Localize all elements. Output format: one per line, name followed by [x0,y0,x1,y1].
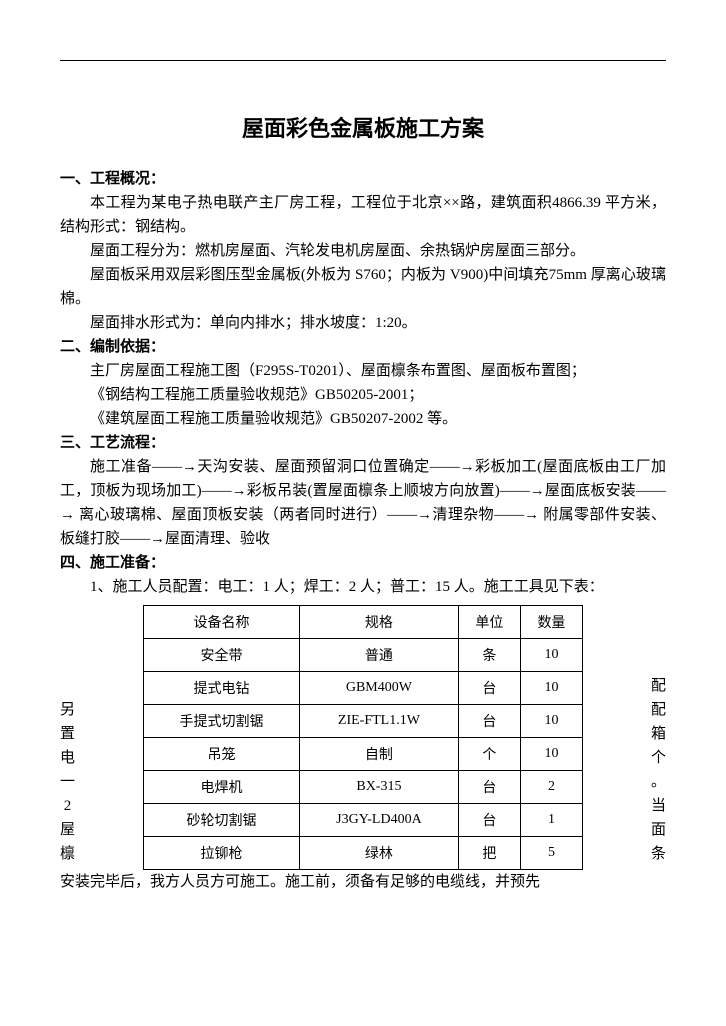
cell: 绿林 [300,837,459,870]
cell: J3GY-LD400A [300,804,459,837]
cell: 台 [458,705,520,738]
cell: 电焊机 [144,771,300,804]
cell: 提式电钻 [144,672,300,705]
col-header: 规格 [300,606,459,639]
cell: 吊笼 [144,738,300,771]
cell: BX-315 [300,771,459,804]
cell: 10 [520,639,582,672]
wrap-char: 屋 [60,818,75,842]
cell: 个 [458,738,520,771]
body-text: 安装完毕后，我方人员方可施工。施工前，须备有足够的电缆线，并预先 [60,870,666,894]
table-row: 拉铆枪 绿林 把 5 [144,837,583,870]
col-header: 数量 [520,606,582,639]
cell: 拉铆枪 [144,837,300,870]
section-4-head: 四、施工准备： [60,551,666,575]
wrap-char: 电 [60,746,75,770]
doc-title: 屋面彩色金属板施工方案 [60,111,666,143]
cell: 普通 [300,639,459,672]
wrap-char: 一 [60,770,75,794]
table-row: 砂轮切割锯 J3GY-LD400A 台 1 [144,804,583,837]
wrap-char: 箱 [651,722,666,746]
body-text: 1、施工人员配置：电工：1 人；焊工：2 人；普工：15 人。施工工具见下表： [60,575,666,599]
body-text: 《钢结构工程施工质量验收规范》GB50205-2001； [60,383,666,407]
col-header: 单位 [458,606,520,639]
body-text: 屋面工程分为：燃机房屋面、汽轮发电机房屋面、余热锅炉房屋面三部分。 [60,239,666,263]
top-rule [60,60,666,61]
body-text: 施工准备——→天沟安装、屋面预留洞口位置确定——→彩板加工(屋面底板由工厂加工，… [60,455,666,551]
cell: ZIE-FTL1.1W [300,705,459,738]
cell: 砂轮切割锯 [144,804,300,837]
body-text: 屋面排水形式为：单向内排水；排水坡度：1:20。 [60,311,666,335]
wrap-char: 当 [651,794,666,818]
cell: 10 [520,672,582,705]
cell: 手提式切割锯 [144,705,300,738]
table-row: 安全带 普通 条 10 [144,639,583,672]
cell: 台 [458,672,520,705]
table-header-row: 设备名称 规格 单位 数量 [144,606,583,639]
body-text: 主厂房屋面工程施工图（F295S-T0201）、屋面檩条布置图、屋面板布置图； [60,359,666,383]
left-wrap-text: 另 置 电 一 2 屋 檩 [60,698,75,870]
table-with-side-text: 另 置 电 一 2 屋 檩 设备名称 规格 单位 数量 安全带 普通 [60,599,666,870]
wrap-char: 配 [651,698,666,722]
wrap-char: 置 [60,722,75,746]
cell: 台 [458,804,520,837]
section-1-head: 一、工程概况： [60,167,666,191]
body-text: 本工程为某电子热电联产主厂房工程，工程位于北京××路，建筑面积4866.39 平… [60,191,666,239]
table-row: 吊笼 自制 个 10 [144,738,583,771]
wrap-char: 条 [651,842,666,866]
cell: 10 [520,705,582,738]
table-row: 提式电钻 GBM400W 台 10 [144,672,583,705]
cell: 1 [520,804,582,837]
document-page: 屋面彩色金属板施工方案 一、工程概况： 本工程为某电子热电联产主厂房工程，工程位… [0,0,726,934]
equipment-table: 设备名称 规格 单位 数量 安全带 普通 条 10 提式电钻 GBM400W 台 [143,605,583,870]
wrap-char: 面 [651,818,666,842]
right-wrap-text: 配 配 箱 个 。 当 面 条 [651,674,666,870]
wrap-char: 个 [651,746,666,770]
section-3-head: 三、工艺流程： [60,431,666,455]
body-text: 屋面板采用双层彩图压型金属板(外板为 S760；内板为 V900)中间填充75m… [60,263,666,311]
wrap-char: 另 [60,698,75,722]
cell: 把 [458,837,520,870]
cell: 台 [458,771,520,804]
wrap-char: 2 [64,794,72,818]
wrap-char: 檩 [60,842,75,866]
cell: 5 [520,837,582,870]
cell: 安全带 [144,639,300,672]
cell: GBM400W [300,672,459,705]
cell: 2 [520,771,582,804]
wrap-char: 配 [651,674,666,698]
section-2-head: 二、编制依据： [60,335,666,359]
body-text: 《建筑屋面工程施工质量验收规范》GB50207-2002 等。 [60,407,666,431]
cell: 10 [520,738,582,771]
cell: 自制 [300,738,459,771]
cell: 条 [458,639,520,672]
col-header: 设备名称 [144,606,300,639]
wrap-char: 。 [651,770,666,794]
table-row: 电焊机 BX-315 台 2 [144,771,583,804]
table-row: 手提式切割锯 ZIE-FTL1.1W 台 10 [144,705,583,738]
